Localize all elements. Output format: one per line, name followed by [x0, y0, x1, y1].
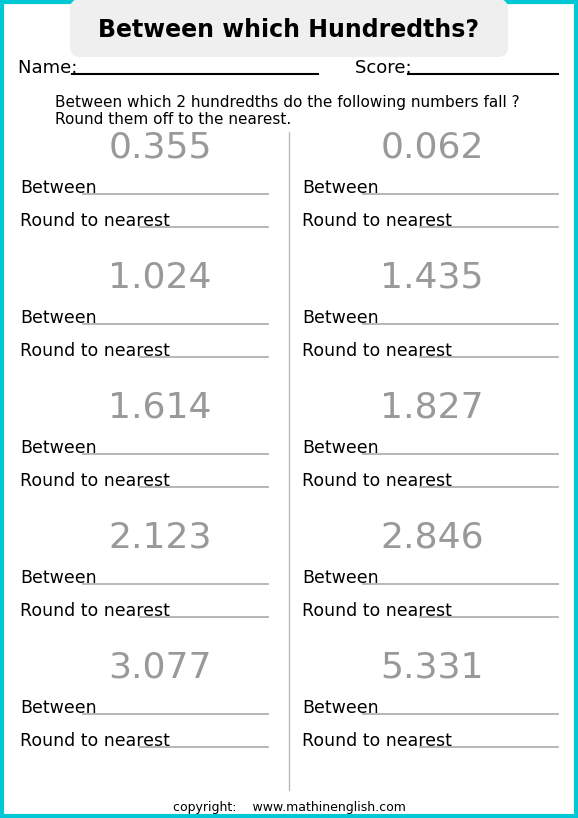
Text: Between which Hundredths?: Between which Hundredths?	[98, 18, 480, 42]
Text: Round to nearest: Round to nearest	[20, 342, 170, 360]
Text: 1.614: 1.614	[108, 391, 212, 425]
Text: 5.331: 5.331	[380, 651, 484, 685]
Text: Between: Between	[302, 569, 379, 587]
Text: Between: Between	[20, 699, 97, 717]
Text: Between: Between	[20, 309, 97, 327]
Text: 1.435: 1.435	[380, 261, 484, 295]
Text: Round to nearest: Round to nearest	[302, 342, 452, 360]
Text: Round to nearest: Round to nearest	[302, 472, 452, 490]
Text: Name:: Name:	[18, 59, 89, 77]
Text: Between: Between	[20, 179, 97, 197]
Text: Between: Between	[302, 179, 379, 197]
Text: Between: Between	[302, 439, 379, 457]
Text: Round to nearest: Round to nearest	[302, 212, 452, 230]
Text: Round to nearest: Round to nearest	[20, 472, 170, 490]
Text: copyright:    www.mathinenglish.com: copyright: www.mathinenglish.com	[173, 801, 405, 813]
Text: Score:: Score:	[355, 59, 423, 77]
Text: Between: Between	[20, 439, 97, 457]
FancyBboxPatch shape	[70, 0, 508, 57]
Text: Round to nearest: Round to nearest	[20, 602, 170, 620]
Text: Between which 2 hundredths do the following numbers fall ?: Between which 2 hundredths do the follow…	[55, 95, 520, 110]
Text: Round them off to the nearest.: Round them off to the nearest.	[55, 113, 291, 128]
Text: 1.024: 1.024	[108, 261, 212, 295]
Text: 0.355: 0.355	[108, 131, 212, 165]
Text: 0.062: 0.062	[380, 131, 484, 165]
Text: 2.123: 2.123	[108, 521, 212, 555]
Text: 1.827: 1.827	[380, 391, 484, 425]
Text: Round to nearest: Round to nearest	[302, 732, 452, 750]
Text: Between: Between	[302, 309, 379, 327]
Text: 2.846: 2.846	[380, 521, 484, 555]
Text: Round to nearest: Round to nearest	[20, 212, 170, 230]
Text: 3.077: 3.077	[108, 651, 212, 685]
Text: Round to nearest: Round to nearest	[20, 732, 170, 750]
Text: Between: Between	[20, 569, 97, 587]
Text: Between: Between	[302, 699, 379, 717]
Text: Round to nearest: Round to nearest	[302, 602, 452, 620]
